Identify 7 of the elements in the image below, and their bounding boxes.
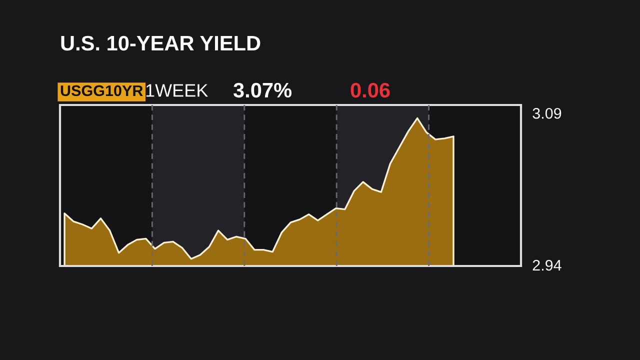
text: 1WEEK xyxy=(146,84,208,97)
y-tick-label: 3.09 xyxy=(532,108,562,119)
chart-title: U.S. 10-YEAR YIELD xyxy=(61,36,260,51)
text: USGG10YR xyxy=(60,85,143,96)
text: 3.07% xyxy=(233,82,292,98)
y-tick-label: 2.94 xyxy=(532,260,562,271)
text: 0.06 xyxy=(350,82,390,98)
